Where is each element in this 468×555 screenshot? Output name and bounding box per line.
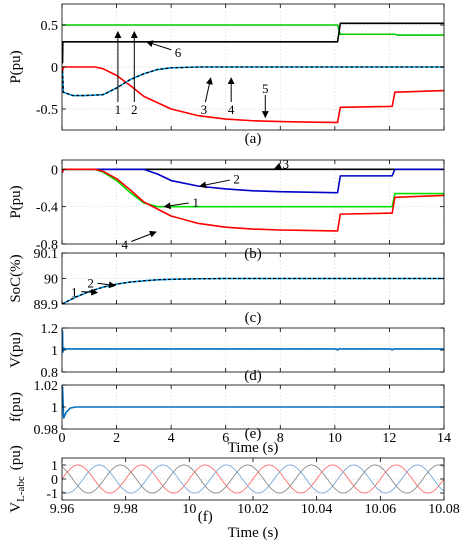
annotation-arrow xyxy=(199,179,230,189)
x-axis-label: Time (s) xyxy=(228,525,279,541)
panel-caption: (e) xyxy=(245,426,262,442)
series-line-3 xyxy=(62,168,444,232)
y-tick-label: 1 xyxy=(51,344,58,359)
panel-caption: (c) xyxy=(245,310,262,326)
annotation-arrow xyxy=(163,202,189,210)
x-tick-label: 14 xyxy=(437,431,451,446)
y-tick-label: 0.5 xyxy=(41,19,59,34)
series-group xyxy=(62,386,444,419)
x-tick-label: 10.06 xyxy=(365,502,397,517)
x-tick-label: 9.96 xyxy=(50,502,75,517)
series-line-1 xyxy=(62,168,444,194)
annotation-label: 3 xyxy=(282,157,289,172)
series-line-1 xyxy=(62,22,444,64)
x-tick-label: 2 xyxy=(113,431,120,446)
panel-3: 0.8 1 1.2 V(pu) (d) xyxy=(8,322,445,384)
series-line-2 xyxy=(62,168,444,208)
annotation-arrow xyxy=(204,77,213,103)
y-tick-label: 0 xyxy=(51,473,58,488)
series-group xyxy=(62,330,444,353)
y-tick-label: 0.8 xyxy=(41,366,59,381)
y-tick-label: -0.5 xyxy=(36,103,58,118)
annotation-arrow xyxy=(81,288,99,296)
axes-frame xyxy=(61,159,445,245)
x-tick-label: 10 xyxy=(182,502,196,517)
y-axis-label: VL-abc(pu) xyxy=(8,445,27,513)
series-group xyxy=(62,464,444,494)
series-line-3 xyxy=(62,66,444,97)
annotation-arrow xyxy=(131,230,157,242)
y-axis-label: P(pu) xyxy=(8,185,24,218)
annotation-label: 6 xyxy=(175,45,182,60)
x-tick-label: 0 xyxy=(59,431,66,446)
y-tick-label: 1.2 xyxy=(41,322,59,337)
panel-5: 9.96 9.98 10 10.02 10.04 10.06 10.08 -101 VL-abc… xyxy=(8,445,460,541)
y-tick-label: 0 xyxy=(51,163,58,178)
y-tick-label: 1 xyxy=(51,459,58,474)
series-line-4 xyxy=(62,66,444,97)
x-tick-label: 4 xyxy=(168,431,175,446)
annotation-label: 1 xyxy=(192,195,199,210)
series-line-2 xyxy=(62,464,444,494)
y-tick-label: 90.1 xyxy=(34,247,59,262)
annotation-label: 5 xyxy=(262,81,269,96)
x-tick-label: 10 xyxy=(328,431,342,446)
annotation-label: 4 xyxy=(122,237,129,252)
series-line-0 xyxy=(62,386,444,419)
x-axis-label: Time (s) xyxy=(228,440,279,456)
panel-caption: (b) xyxy=(244,246,262,262)
series-line-1 xyxy=(62,464,444,494)
y-tick-label: -1 xyxy=(46,487,58,502)
panel-caption: (d) xyxy=(244,368,262,384)
x-tick-label: 12 xyxy=(382,431,396,446)
y-axis-label: SoC(%) xyxy=(8,254,24,302)
panel-caption: (f) xyxy=(198,509,213,525)
y-axis-label: P(pu) xyxy=(8,50,24,83)
series-group xyxy=(62,277,444,304)
grid xyxy=(61,327,445,373)
x-tick-label: 9.98 xyxy=(113,502,138,517)
y-tick-label: -0.8 xyxy=(36,238,58,253)
series-line-2 xyxy=(62,66,444,124)
x-tick-label: 10.04 xyxy=(301,502,333,517)
annotation-label: 2 xyxy=(87,275,94,290)
series-line-0 xyxy=(62,277,444,304)
annotation-arrow xyxy=(145,40,172,51)
annotation-label: 2 xyxy=(233,172,240,187)
annotation-arrow xyxy=(97,281,116,289)
x-tick-label: 10.08 xyxy=(428,502,460,517)
panel-4: 0 2 4 6 8 10 12 14 0.98 1 1.02 f(pu) (e)Time (s) xyxy=(8,379,451,456)
y-tick-label: -0.4 xyxy=(36,201,58,216)
annotation-label: 3 xyxy=(201,102,208,117)
y-tick-label: 89.9 xyxy=(34,298,59,313)
annotation-label: 1 xyxy=(115,102,122,117)
y-tick-label: 90 xyxy=(44,273,58,288)
y-tick-label: 1 xyxy=(51,401,58,416)
y-axis-label: f(pu) xyxy=(8,392,24,422)
y-tick-label: 0.98 xyxy=(34,423,59,438)
annotation-arrow xyxy=(274,162,282,170)
panel-0: -0.5 0 0.5 P(pu) (a) 1 2 3 4 5 6 xyxy=(8,3,445,147)
panel-1: -0.8 -0.4 0 P(pu) (b) 3 2 1 4 xyxy=(8,157,445,262)
x-tick-label: 10.02 xyxy=(237,502,269,517)
series-line-0 xyxy=(62,330,444,353)
annotation-label: 1 xyxy=(71,284,78,299)
panel-caption: (a) xyxy=(245,131,262,147)
annotation-label: 2 xyxy=(131,102,138,117)
y-tick-label: 0 xyxy=(51,61,58,76)
panel-2: 89.9 90 90.1 SoC(%) (c) 12 xyxy=(8,247,445,326)
series-group xyxy=(62,168,444,232)
x-tick-label: 8 xyxy=(277,431,284,446)
x-tick-label: 6 xyxy=(222,431,229,446)
y-axis-label: V(pu) xyxy=(8,332,24,368)
series-line-0 xyxy=(62,24,444,36)
annotation-label: 4 xyxy=(228,102,235,117)
series-line-1 xyxy=(62,277,444,304)
grid xyxy=(61,160,445,245)
y-tick-label: 1.02 xyxy=(34,379,59,394)
series-line-0 xyxy=(62,464,444,494)
